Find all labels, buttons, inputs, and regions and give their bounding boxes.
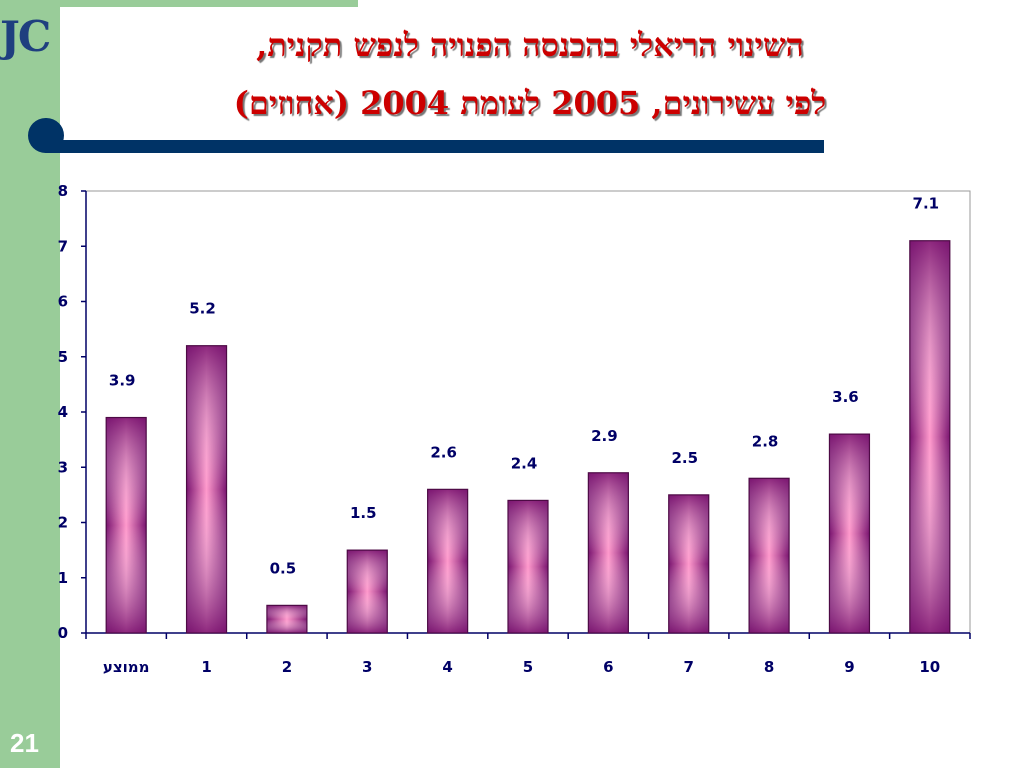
bar — [587, 472, 629, 634]
data-label: 3.6 — [832, 388, 859, 406]
slide-number: 21 — [10, 728, 39, 758]
bar-shade — [266, 604, 308, 634]
x-category-label: 5 — [523, 658, 533, 676]
x-category-label: ממוצע — [103, 658, 150, 676]
data-label: 2.8 — [752, 432, 779, 450]
x-category-label: 7 — [684, 658, 694, 676]
bar — [346, 549, 388, 634]
x-category-label: 4 — [442, 658, 452, 676]
bar — [266, 604, 308, 634]
bar — [507, 499, 549, 634]
bar — [105, 416, 147, 634]
data-label: 2.4 — [511, 454, 538, 472]
x-category-label: 10 — [919, 658, 940, 676]
y-tick-label: 1 — [58, 569, 68, 587]
data-label: 2.6 — [430, 443, 457, 461]
bar-shade — [748, 477, 790, 634]
bar — [668, 494, 710, 634]
bar-shade — [668, 494, 710, 634]
bar — [909, 240, 951, 634]
slide-title-line-1: השינוי הריאלי בהכנסה הפנויה לנפש תקנית, — [256, 26, 804, 64]
y-axis-ticks: 0 1 2 3 4 5 6 7 8 — [58, 182, 86, 642]
data-label: 0.5 — [270, 559, 297, 577]
y-tick-label: 5 — [58, 348, 68, 366]
data-label: 3.9 — [109, 372, 136, 390]
data-label: 2.9 — [591, 427, 618, 445]
x-category-label: 2 — [282, 658, 292, 676]
y-tick-label: 2 — [58, 514, 68, 532]
x-category-label: 8 — [764, 658, 774, 676]
data-label: 7.1 — [913, 195, 940, 213]
y-tick-label: 3 — [58, 458, 68, 476]
y-tick-label: 8 — [58, 182, 68, 200]
x-category-label: 1 — [201, 658, 211, 676]
data-label: 5.2 — [189, 300, 216, 318]
bar-shade — [507, 499, 549, 634]
y-tick-label: 7 — [58, 237, 68, 255]
slide-title-line-2: לפי עשירונים, 2005 לעומת 2004 (אחוזים) — [233, 84, 827, 122]
y-tick-label: 0 — [58, 624, 68, 642]
bar — [185, 345, 228, 634]
x-category-label: 9 — [844, 658, 854, 676]
data-label: 2.5 — [671, 449, 698, 467]
y-tick-label: 4 — [58, 403, 68, 421]
x-category-label: 6 — [603, 658, 613, 676]
bar — [748, 477, 790, 634]
bar-shade — [185, 345, 228, 634]
x-category-label: 3 — [362, 658, 372, 676]
logo-text: JC — [0, 12, 51, 61]
bars — [105, 240, 951, 634]
bar — [828, 433, 871, 634]
x-axis-ticks: ממוצע 1 2 3 4 5 6 7 8 9 10 — [85, 633, 971, 676]
bar-shade — [909, 240, 951, 634]
top-accent-band — [60, 0, 358, 7]
bar — [427, 488, 469, 634]
y-tick-label: 6 — [58, 293, 68, 311]
logo: JC — [0, 12, 62, 62]
bar-shade — [828, 433, 871, 634]
bar-shade — [105, 416, 147, 634]
divider-bar — [46, 140, 824, 153]
bar-shade — [427, 488, 469, 634]
data-labels: 3.9 5.2 0.5 1.5 2.6 2.4 2.9 2.5 2.8 3.6 7.1 — [109, 195, 939, 578]
data-label: 1.5 — [350, 504, 377, 522]
bar-shade — [346, 549, 388, 634]
bar-shade — [587, 472, 629, 634]
